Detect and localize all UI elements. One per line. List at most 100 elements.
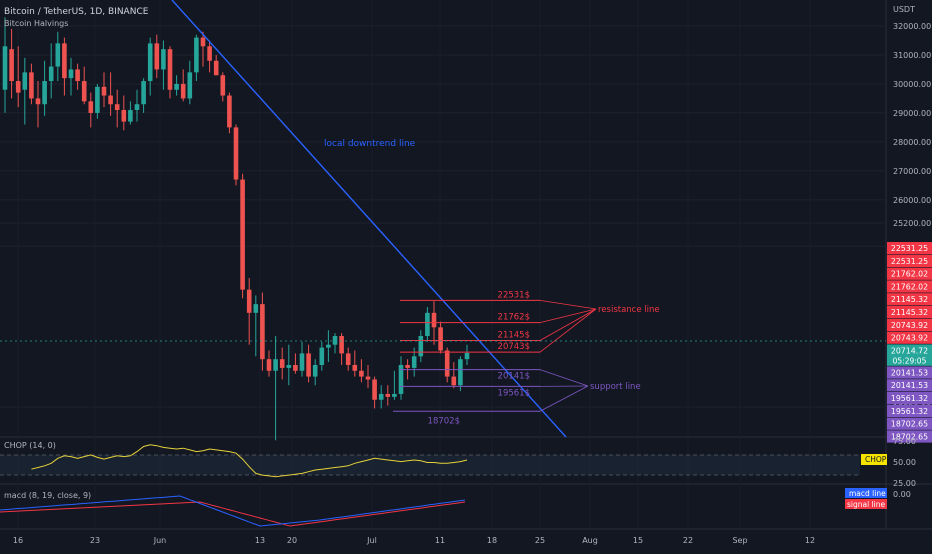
x-tick-label: Jun: [153, 536, 167, 545]
chop-tag-label: CHOP: [865, 455, 887, 464]
x-tick-label: Aug: [582, 536, 598, 545]
resistance-label: resistance line: [598, 305, 660, 315]
resistance-level-label: 22531$: [498, 290, 530, 300]
macd-title: macd (8, 19, close, 9): [4, 491, 91, 500]
candle-body: [306, 353, 311, 376]
candle-body: [181, 84, 186, 98]
price-tag-label: 19561.32: [891, 394, 928, 403]
candle-body: [339, 336, 344, 353]
x-tick-label: 25: [535, 536, 545, 545]
x-tick-label: 22: [683, 536, 693, 545]
x-tick-label: 20: [287, 536, 297, 545]
y-tick-label: 25200.00: [893, 219, 931, 228]
candle-body: [69, 69, 74, 78]
candle-body: [412, 356, 417, 368]
candle-body: [386, 394, 391, 397]
x-tick-label: 23: [90, 536, 100, 545]
x-tick-label: 11: [435, 536, 445, 545]
candle-body: [194, 38, 199, 73]
candle-body: [359, 371, 364, 377]
price-tag-label: 22531.25: [891, 257, 928, 266]
y-tick-label: 26000.00: [893, 196, 931, 205]
candle-body: [254, 304, 259, 313]
candle-body: [174, 84, 179, 90]
candle-body: [287, 365, 292, 368]
symbol-title: Bitcoin / TetherUS, 1D, BINANCE: [4, 7, 149, 17]
candle-body: [89, 101, 94, 113]
macd-legend-macd-label: macd line: [849, 489, 886, 498]
candle-body: [56, 43, 61, 66]
price-tag-label: 19561.32: [891, 407, 928, 416]
x-tick-label: Sep: [732, 536, 747, 545]
candle-body: [188, 72, 193, 98]
candle-body: [75, 69, 80, 81]
y-tick-label: 27000.00: [893, 167, 931, 176]
candle-body: [49, 67, 54, 81]
candle-body: [128, 110, 133, 122]
resistance-level-label: 21145$: [498, 331, 530, 341]
resistance-level-label: 21762$: [498, 313, 530, 323]
candle-body: [465, 353, 470, 359]
price-tag-label: 21145.32: [891, 308, 928, 317]
candle-body: [82, 81, 87, 101]
candle-body: [135, 104, 140, 110]
candle-body: [227, 96, 232, 128]
candle-body: [161, 49, 166, 69]
price-tag-label: 21762.02: [891, 270, 928, 279]
candle-body: [419, 336, 424, 356]
candle-body: [221, 75, 226, 95]
support-level-label: 18702$: [428, 416, 460, 426]
support-label: support line: [590, 382, 641, 392]
candle-body: [148, 43, 153, 81]
candle-body: [372, 379, 377, 399]
chop-tick-25: 25.00: [893, 479, 916, 488]
candle-body: [260, 304, 265, 359]
x-tick-label: 13: [255, 536, 265, 545]
y-tick-label: 31000.00: [893, 51, 931, 60]
candle-body: [405, 365, 410, 368]
candle-body: [9, 49, 14, 81]
candle-body: [326, 345, 331, 348]
candle-body: [313, 365, 318, 377]
candle-body: [392, 394, 397, 397]
price-tag-label: 18702.65: [891, 420, 928, 429]
price-tag-label: 22531.25: [891, 244, 928, 253]
candle-body: [353, 365, 358, 371]
candle-body: [95, 87, 100, 113]
candle-body: [62, 43, 67, 78]
candle-body: [280, 359, 285, 368]
price-tag-label: 21762.02: [891, 282, 928, 291]
candle-body: [366, 377, 371, 380]
chop-tick-50: 50.00: [893, 458, 916, 467]
candle-body: [234, 127, 239, 179]
price-tag-countdown: 05:29:05: [893, 356, 927, 365]
candle-body: [214, 61, 219, 75]
chop-band: [0, 455, 860, 475]
candle-body: [300, 353, 305, 370]
candle-body: [432, 313, 437, 327]
candle-body: [42, 81, 47, 104]
candle-body: [438, 327, 443, 350]
candle-body: [293, 365, 298, 371]
candle-body: [207, 46, 212, 60]
x-tick-label: Jul: [366, 536, 377, 545]
candle-body: [458, 359, 463, 385]
candle-body: [16, 81, 21, 93]
y-tick-label: 32000.00: [893, 22, 931, 31]
y-tick-label: 30000.00: [893, 80, 931, 89]
candle-body: [108, 96, 113, 105]
candle-body: [122, 110, 127, 122]
candle-body: [168, 49, 173, 90]
currency-label: USDT: [893, 5, 915, 14]
x-tick-label: 12: [805, 536, 815, 545]
price-tags: 22531.25 22531.25 21762.02 21762.02 21145.32…: [887, 242, 932, 443]
candle-body: [333, 336, 338, 345]
candle-body: [240, 180, 245, 290]
candle-body: [36, 98, 41, 104]
candle-body: [320, 348, 325, 365]
candle-body: [3, 46, 8, 89]
price-tag-label: 20714.72: [891, 346, 928, 355]
resistance-level-label: 20743$: [498, 342, 530, 352]
